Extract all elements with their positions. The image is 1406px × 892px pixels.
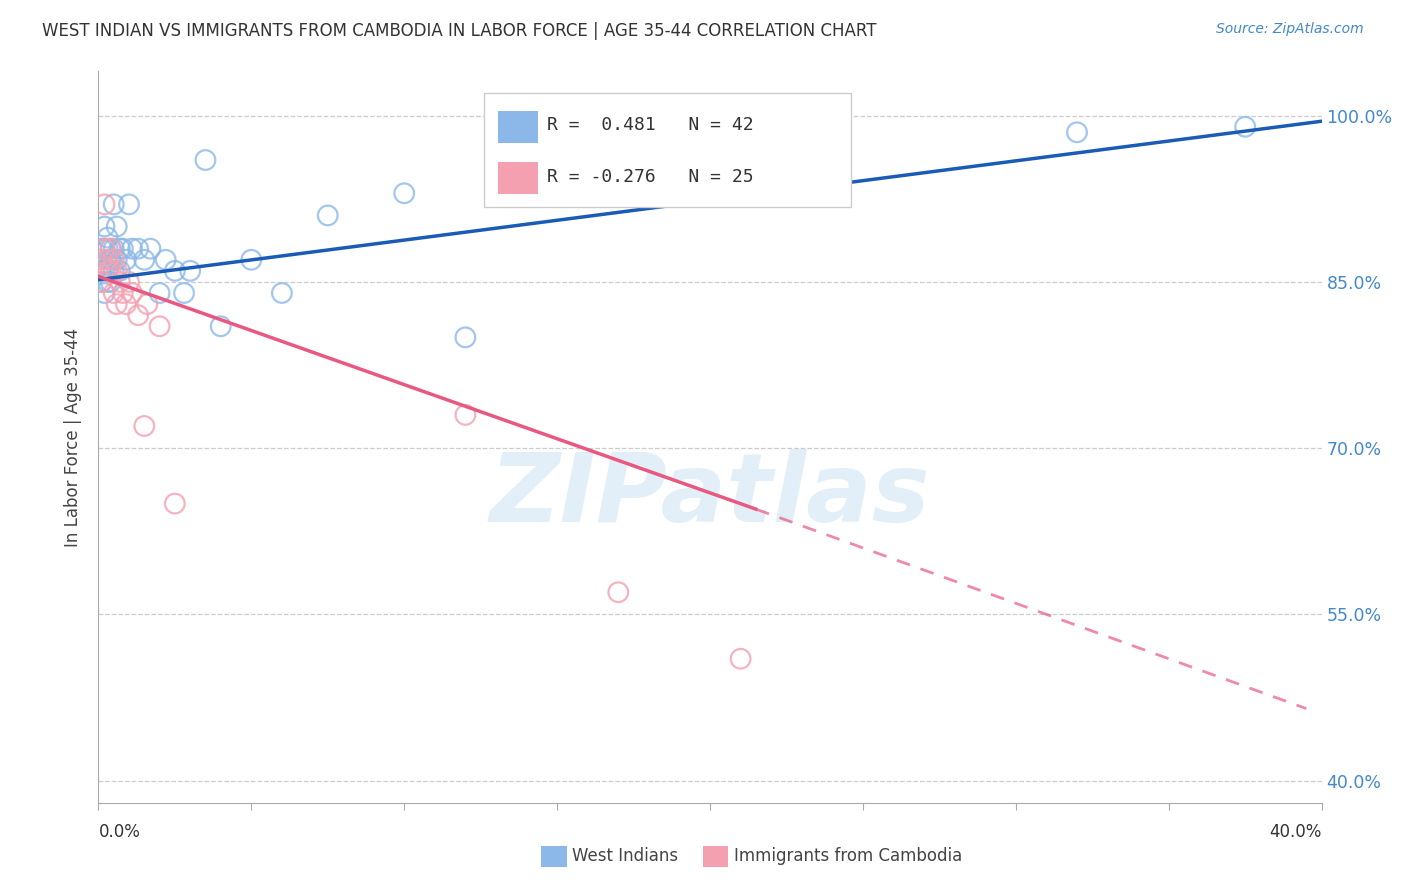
Text: Source: ZipAtlas.com: Source: ZipAtlas.com <box>1216 22 1364 37</box>
Point <box>93 285 115 300</box>
Point <box>127 308 149 322</box>
Point <box>103 197 125 211</box>
Point <box>108 264 131 278</box>
Bar <box>498 111 537 143</box>
Point <box>97 264 120 278</box>
Point <box>118 197 141 211</box>
Point <box>93 219 115 234</box>
Point <box>108 242 131 256</box>
Point <box>90 252 112 267</box>
Point <box>100 242 122 256</box>
Point <box>90 242 112 256</box>
Point <box>90 275 112 289</box>
Point <box>115 297 138 311</box>
Point <box>97 230 120 244</box>
Point <box>149 319 172 334</box>
Point <box>103 252 125 267</box>
Point <box>93 264 115 278</box>
Point <box>121 242 143 256</box>
Point <box>163 264 186 278</box>
Point <box>103 264 125 278</box>
Bar <box>498 162 537 194</box>
Point <box>90 275 112 289</box>
Point <box>103 242 125 256</box>
Point <box>111 242 134 256</box>
Point <box>108 275 131 289</box>
Point <box>93 197 115 211</box>
Text: ZIPatlas: ZIPatlas <box>489 449 931 542</box>
Point <box>93 242 115 256</box>
Point <box>316 209 339 223</box>
Point <box>134 252 156 267</box>
Point <box>97 242 120 256</box>
Point <box>139 242 162 256</box>
Point <box>93 242 115 256</box>
Text: R = -0.276   N = 25: R = -0.276 N = 25 <box>547 168 754 186</box>
Point <box>97 252 120 267</box>
Point <box>103 285 125 300</box>
Point <box>100 242 122 256</box>
Point <box>209 319 232 334</box>
Point <box>1234 120 1257 134</box>
Point <box>100 275 122 289</box>
Point <box>121 285 143 300</box>
Point <box>149 285 172 300</box>
Point <box>730 651 752 665</box>
Point <box>173 285 195 300</box>
Text: 40.0%: 40.0% <box>1270 822 1322 841</box>
Point <box>100 264 122 278</box>
Point <box>115 252 138 267</box>
Point <box>100 252 122 267</box>
Point <box>97 275 120 289</box>
Point <box>1066 125 1088 139</box>
Point <box>111 285 134 300</box>
Point <box>392 186 416 201</box>
Text: Immigrants from Cambodia: Immigrants from Cambodia <box>734 847 962 865</box>
Text: West Indians: West Indians <box>572 847 678 865</box>
Point <box>454 330 477 344</box>
Point <box>136 297 159 311</box>
Point <box>105 252 128 267</box>
Point <box>118 275 141 289</box>
Point <box>194 153 217 167</box>
Point <box>127 242 149 256</box>
Point <box>105 264 128 278</box>
Point <box>607 585 630 599</box>
Text: R =  0.481   N = 42: R = 0.481 N = 42 <box>547 117 754 135</box>
Point <box>134 419 156 434</box>
Point <box>97 264 120 278</box>
Text: WEST INDIAN VS IMMIGRANTS FROM CAMBODIA IN LABOR FORCE | AGE 35-44 CORRELATION C: WEST INDIAN VS IMMIGRANTS FROM CAMBODIA … <box>42 22 877 40</box>
Point <box>105 297 128 311</box>
FancyBboxPatch shape <box>484 94 851 207</box>
Point <box>179 264 201 278</box>
Text: 0.0%: 0.0% <box>98 822 141 841</box>
Y-axis label: In Labor Force | Age 35-44: In Labor Force | Age 35-44 <box>65 327 83 547</box>
Point <box>240 252 263 267</box>
Point <box>454 408 477 422</box>
Point <box>90 264 112 278</box>
Point <box>105 219 128 234</box>
Point <box>163 497 186 511</box>
Point <box>155 252 177 267</box>
Point <box>270 285 292 300</box>
